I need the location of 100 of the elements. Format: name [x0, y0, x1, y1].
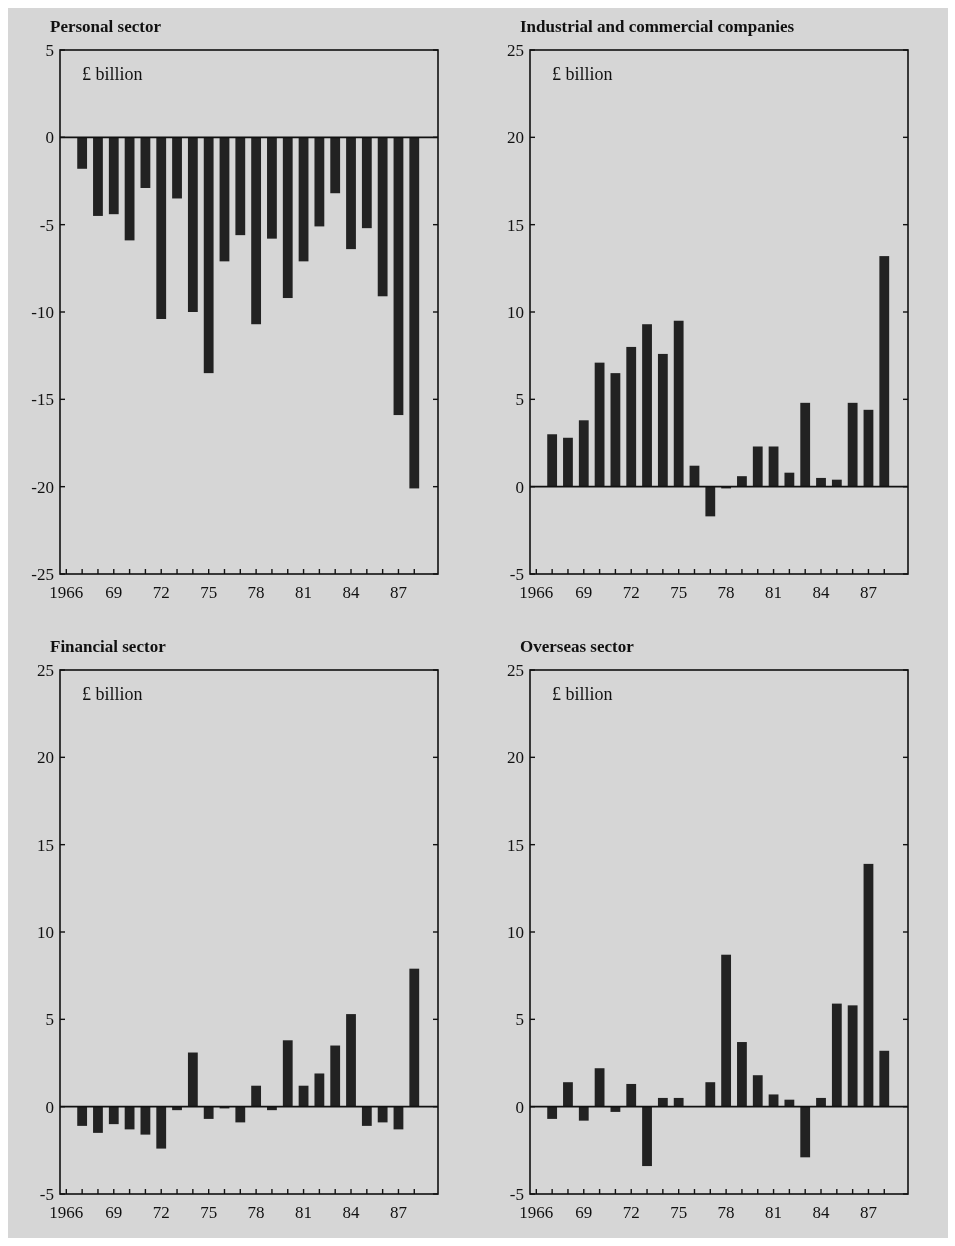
bar [752, 1075, 763, 1107]
annotation: £ billion [552, 64, 613, 84]
bar [626, 346, 637, 487]
x-tick-label: 78 [717, 583, 735, 602]
y-tick-label: 0 [515, 477, 524, 497]
bar [863, 863, 874, 1107]
x-tick-label: 81 [765, 583, 783, 602]
bar [657, 353, 668, 487]
y-tick-label: 0 [45, 128, 54, 148]
x-tick-label: 1966 [519, 583, 554, 602]
y-tick-label: 5 [515, 390, 524, 410]
bar [282, 1040, 293, 1107]
x-tick-label: 1966 [49, 1203, 84, 1222]
bar [547, 434, 558, 487]
bar [737, 1042, 747, 1107]
y-tick-label: -20 [31, 477, 54, 497]
y-tick-label: -5 [39, 1184, 54, 1204]
bar [235, 1106, 246, 1123]
bar [578, 420, 589, 487]
bar [673, 320, 684, 487]
bar [768, 446, 779, 487]
bar [816, 1097, 826, 1107]
x-tick-label: 72 [622, 583, 640, 602]
y-tick-label: 25 [507, 660, 524, 680]
x-tick-label: 69 [575, 583, 593, 602]
bar [784, 472, 795, 487]
bar [847, 1005, 858, 1107]
x-tick-label: 69 [105, 583, 123, 602]
bar [251, 1085, 262, 1107]
bar [361, 1106, 372, 1126]
bar [752, 446, 763, 487]
x-tick-label: 81 [765, 1203, 783, 1222]
x-tick-label: 75 [200, 1203, 218, 1222]
bar [847, 402, 858, 487]
y-tick-label: 5 [45, 1010, 54, 1030]
x-tick-label: 72 [622, 1203, 640, 1222]
bar [768, 1094, 779, 1107]
bar [610, 373, 621, 487]
y-tick-label: 0 [515, 1097, 524, 1117]
y-tick-label: -10 [31, 302, 54, 322]
x-tick-label: 84 [342, 583, 361, 602]
chart-title: Industrial and commercial companies [520, 17, 795, 36]
bar [594, 362, 605, 487]
bar [203, 1106, 214, 1119]
y-tick-label: 20 [37, 748, 54, 768]
bar [594, 1068, 605, 1107]
bar [673, 1097, 684, 1107]
bar [314, 1073, 325, 1107]
chart-title: Financial sector [50, 637, 167, 656]
x-tick-label: 84 [342, 1203, 361, 1222]
y-tick-label: 15 [37, 835, 54, 855]
y-tick-label: 20 [507, 128, 524, 148]
x-tick-label: 75 [200, 583, 218, 602]
bar [721, 954, 732, 1107]
x-tick-label: 75 [670, 1203, 688, 1222]
y-tick-label: 5 [45, 40, 54, 60]
bar [93, 1106, 103, 1133]
x-tick-label: 1966 [49, 583, 84, 602]
y-tick-label: -25 [31, 564, 54, 584]
y-tick-label: -5 [509, 1184, 524, 1204]
y-tick-label: 15 [507, 835, 524, 855]
x-tick-label: 84 [812, 1203, 831, 1222]
bar [800, 1106, 811, 1158]
x-tick-label: 69 [105, 1203, 123, 1222]
x-tick-label: 81 [295, 1203, 313, 1222]
bar [642, 1106, 652, 1167]
y-tick-label: -5 [509, 564, 524, 584]
bar [108, 1106, 119, 1125]
bar [563, 1082, 573, 1107]
bar [409, 968, 420, 1107]
x-tick-label: 87 [859, 1203, 878, 1222]
bar [816, 477, 826, 487]
y-tick-label: 10 [37, 922, 54, 942]
bar [346, 1014, 356, 1107]
bar [140, 1106, 151, 1135]
x-tick-label: 72 [152, 1203, 170, 1222]
y-tick-label: -5 [39, 215, 54, 235]
x-tick-label: 75 [670, 583, 688, 602]
bar [705, 1082, 716, 1107]
x-tick-label: 87 [389, 1203, 408, 1222]
bar [187, 1052, 198, 1107]
x-tick-label: 72 [152, 583, 170, 602]
y-tick-label: 10 [507, 922, 524, 942]
x-tick-label: 84 [812, 583, 831, 602]
bar [156, 1106, 167, 1149]
y-tick-label: 10 [507, 302, 524, 322]
x-tick-label: 87 [859, 583, 878, 602]
y-tick-label: 25 [507, 40, 524, 60]
bar [657, 1097, 668, 1107]
bar [642, 324, 652, 487]
chart-title: Personal sector [50, 17, 162, 36]
x-tick-label: 78 [247, 1203, 265, 1222]
bar [879, 1050, 890, 1107]
bar [800, 402, 811, 487]
x-tick-label: 78 [717, 1203, 735, 1222]
annotation: £ billion [552, 684, 613, 704]
bar [547, 1106, 558, 1119]
y-tick-label: 0 [45, 1097, 54, 1117]
bar [377, 1106, 388, 1123]
x-tick-label: 1966 [519, 1203, 554, 1222]
